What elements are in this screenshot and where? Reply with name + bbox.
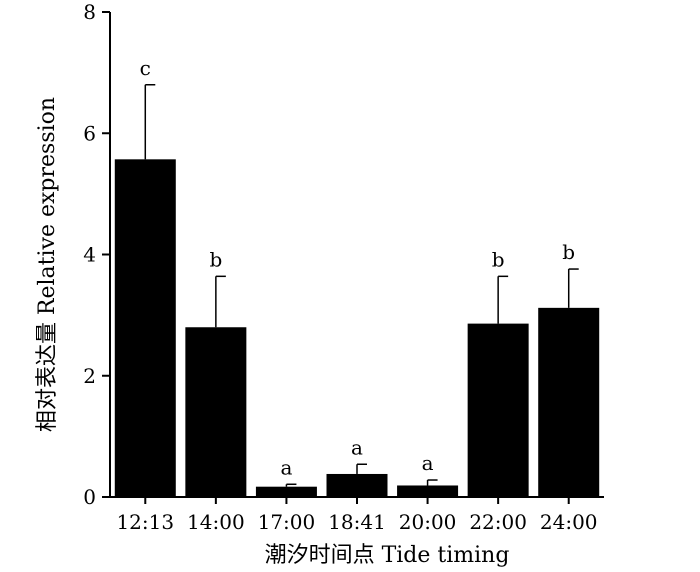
significance-letter: b (492, 247, 505, 271)
bar-2200 (467, 323, 529, 497)
bar-2400 (538, 307, 600, 497)
y-tick-label: 0 (83, 485, 96, 509)
bar-2000 (397, 485, 459, 497)
y-axis-ticks: 0 2 4 6 8 (83, 0, 110, 509)
x-axis-ticks: 12:13 14:00 17:00 18:41 20:00 22:00 24:00 (116, 497, 598, 534)
y-tick-label: 8 (83, 0, 96, 24)
x-tick-label: 20:00 (399, 510, 457, 534)
bar-1841 (326, 473, 388, 497)
x-tick-label: 14:00 (187, 510, 245, 534)
x-tick-label: 12:13 (116, 510, 174, 534)
x-tick-label: 18:41 (328, 510, 386, 534)
significance-letter: c (140, 56, 151, 80)
significance-letter: b (209, 247, 222, 271)
error-bars (144, 84, 579, 487)
significance-letter: a (351, 435, 363, 459)
y-tick-label: 4 (83, 243, 96, 267)
significance-labels: c b a a a b b (140, 56, 575, 480)
y-tick-label: 2 (83, 364, 96, 388)
significance-letter: a (422, 451, 434, 475)
x-axis-title: 潮汐时间点 Tide timing (265, 543, 510, 568)
bar-1213 (114, 159, 176, 497)
y-axis-title: 相对表达量 Relative expression (35, 97, 60, 432)
x-tick-label: 24:00 (540, 510, 598, 534)
bars (114, 159, 600, 497)
x-tick-label: 17:00 (258, 510, 316, 534)
x-tick-label: 22:00 (469, 510, 527, 534)
bar-1700 (255, 486, 317, 497)
bar-1400 (185, 327, 247, 497)
significance-letter: a (280, 455, 292, 479)
significance-letter: b (562, 240, 575, 264)
y-tick-label: 6 (83, 121, 96, 145)
